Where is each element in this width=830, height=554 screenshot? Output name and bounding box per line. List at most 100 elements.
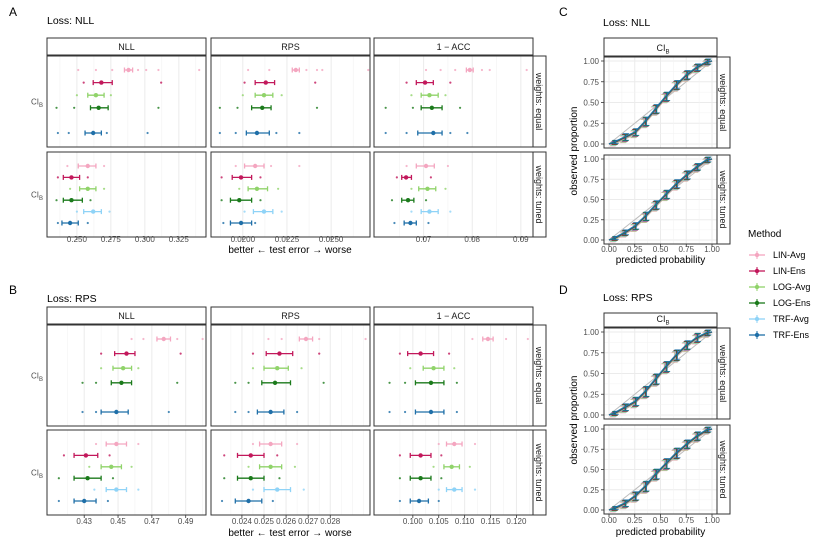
outlier-point: [94, 381, 98, 384]
mean-point: [467, 67, 472, 73]
legend-label: LOG-Avg: [773, 282, 810, 292]
outlier-point: [439, 68, 442, 72]
legend-title: Method: [748, 229, 781, 240]
facet-strip-label: RPS: [281, 311, 300, 321]
outlier-point: [315, 68, 319, 72]
outlier-point: [102, 187, 106, 190]
facet-strip-label-sub: B: [666, 50, 670, 56]
row-strip-label: weights: equal: [534, 72, 544, 131]
outlier-point: [137, 488, 140, 491]
x-tick-label: 1.00: [704, 516, 720, 525]
panel-title: Loss: RPS: [47, 293, 97, 305]
outlier-point: [427, 221, 430, 225]
row-label-main: CI: [31, 372, 39, 381]
outlier-point: [251, 488, 255, 491]
mean-point: [429, 105, 435, 111]
outlier-point: [220, 199, 223, 202]
outlier-point: [280, 337, 283, 341]
outlier-point: [56, 221, 59, 225]
outlier-point: [269, 164, 273, 168]
outlier-point: [437, 442, 440, 446]
outlier-point: [440, 477, 443, 480]
panel-letter: C: [559, 5, 568, 19]
outlier-point: [82, 81, 85, 84]
row-label-sub: B: [39, 103, 43, 109]
outlier-point: [145, 68, 148, 72]
outlier-point: [321, 68, 324, 72]
facet-strip-label: NLL: [118, 311, 135, 321]
outlier-point: [57, 477, 60, 480]
outlier-point: [222, 221, 225, 225]
outlier-point: [86, 221, 89, 225]
outlier-point: [106, 499, 109, 503]
outlier-point: [157, 68, 160, 72]
outlier-point: [167, 410, 170, 414]
outlier-point: [455, 381, 458, 384]
y-tick-label: 0.00: [583, 236, 599, 245]
x-axis-title: better ← test error → worse: [228, 245, 352, 256]
mean-point: [238, 175, 244, 180]
facet-strip-2: [373, 306, 534, 325]
outlier-point: [75, 94, 78, 97]
x-axis-title: better ← test error → worse: [228, 528, 352, 539]
outlier-point: [146, 131, 149, 135]
outlier-point: [157, 106, 160, 109]
facet-strip-label: RPS: [281, 42, 300, 52]
facet-strip-0: [46, 306, 207, 325]
outlier-point: [62, 454, 66, 457]
outlier-point: [384, 106, 387, 109]
x-tick-label: 0.0200: [231, 235, 256, 244]
outlier-point: [449, 131, 452, 135]
mean-point: [261, 209, 267, 214]
facet-bg: [211, 152, 370, 237]
facet-bg: [211, 325, 370, 426]
mean-point: [238, 220, 244, 226]
mean-point: [403, 175, 409, 180]
x-tick-label: 0.115: [481, 517, 501, 526]
outlier-point: [268, 68, 271, 72]
x-tick-label: 0.110: [455, 517, 475, 526]
legend-key-point: [754, 300, 760, 306]
mean-point: [428, 409, 434, 415]
outlier-point: [480, 68, 484, 72]
mean-point: [109, 464, 114, 469]
outlier-point: [367, 68, 370, 72]
facet-frame: [46, 55, 207, 148]
y-tick-label: 0.50: [583, 370, 599, 379]
mean-point: [252, 163, 258, 169]
outlier-point: [93, 488, 96, 491]
outlier-point: [398, 477, 401, 480]
outlier-point: [526, 337, 529, 341]
facet-strip-label: NLL: [118, 42, 135, 52]
panel-letter: D: [559, 283, 568, 297]
outlier-point: [298, 164, 301, 168]
x-tick-label: 0.43: [76, 517, 92, 526]
row-label-main: CI: [31, 469, 39, 478]
outlier-point: [471, 337, 474, 341]
outlier-point: [89, 199, 92, 202]
legend-key-point: [754, 332, 760, 338]
outlier-point: [405, 131, 408, 135]
mean-point: [119, 380, 124, 385]
x-tick-label: 0.325: [169, 235, 190, 244]
outlier-point: [111, 477, 115, 480]
x-tick-label: 0.0250: [319, 235, 344, 244]
row-label-sub: B: [39, 377, 43, 383]
mean-point: [418, 476, 423, 481]
outlier-point: [444, 187, 447, 190]
outlier-point: [449, 210, 452, 213]
legend-label: LOG-Ens: [773, 298, 811, 308]
mean-point: [261, 93, 267, 98]
x-tick-label: 0.0225: [275, 235, 300, 244]
panel-title: Loss: NLL: [603, 17, 650, 29]
outlier-point: [243, 81, 246, 84]
row-strip-label: weights: tuned: [534, 164, 544, 223]
x-tick-label: 0.08: [464, 235, 480, 244]
x-tick-label: 0.09: [513, 235, 529, 244]
x-tick-label: 0.300: [135, 235, 156, 244]
outlier-point: [437, 499, 440, 503]
y-tick-label: 0.50: [583, 196, 599, 205]
outlier-point: [75, 210, 78, 213]
outlier-point: [238, 187, 241, 190]
